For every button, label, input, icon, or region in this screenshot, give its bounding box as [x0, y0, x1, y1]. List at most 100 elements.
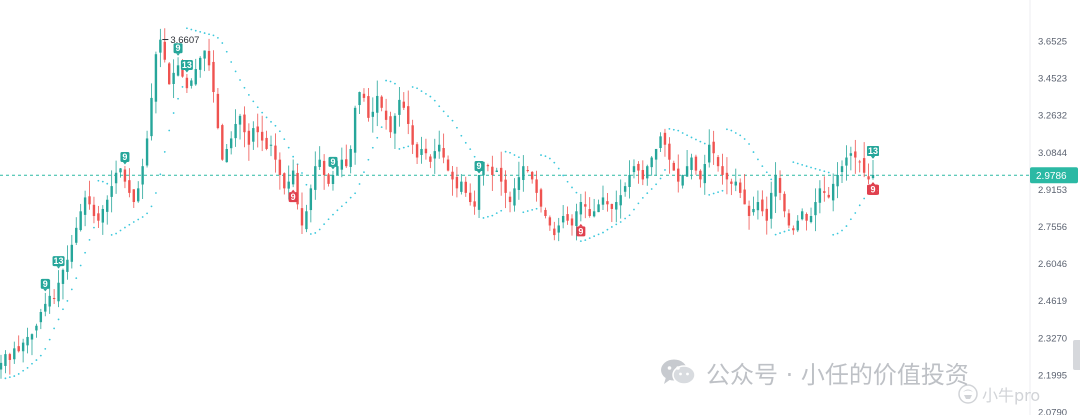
- candle: [827, 186, 830, 199]
- sar-dot: [708, 193, 711, 196]
- sar-dot: [460, 134, 463, 137]
- sar-dot: [734, 132, 737, 134]
- sar-dot: [717, 191, 719, 194]
- candle: [796, 215, 799, 233]
- marker-pointer: [43, 288, 48, 292]
- marker-pointer: [291, 189, 296, 193]
- candle-body: [411, 125, 414, 145]
- sar-dot: [504, 150, 507, 153]
- candle-body: [468, 192, 472, 203]
- candle: [123, 165, 127, 189]
- candle-body: [672, 162, 676, 171]
- candle-body: [743, 189, 746, 205]
- candle: [353, 105, 357, 165]
- high-value-label: 3.6607: [170, 35, 199, 46]
- y-tick-label: 2.0790: [1038, 408, 1067, 415]
- candle: [858, 159, 861, 173]
- candle-body: [455, 176, 459, 189]
- sar-dot: [17, 373, 20, 375]
- td-buy-marker: 13: [867, 146, 879, 159]
- marker-label: 9: [122, 152, 127, 162]
- candle: [252, 121, 255, 150]
- marker-box: [180, 60, 193, 71]
- td-buy-marker: 13: [180, 60, 193, 73]
- y-tick-label: 2.3270: [1038, 333, 1067, 344]
- candle: [198, 56, 202, 78]
- sar-dot: [385, 79, 387, 82]
- candle: [499, 151, 503, 196]
- side-scroll-tab[interactable]: [1073, 340, 1080, 370]
- candle-body: [407, 106, 410, 124]
- candle: [699, 169, 702, 188]
- candle-body: [283, 173, 286, 189]
- candle-body: [278, 159, 282, 175]
- candle-body: [39, 312, 43, 323]
- candle: [840, 160, 844, 183]
- candle-body: [486, 165, 490, 167]
- candle: [278, 152, 282, 190]
- candle-body: [225, 148, 228, 163]
- sar-dot: [8, 376, 11, 379]
- candle-body: [101, 208, 105, 223]
- candle: [597, 199, 600, 213]
- candle: [513, 178, 516, 212]
- sar-dot: [712, 192, 715, 195]
- current-price-label: 2.9786: [1030, 167, 1078, 184]
- candle-body: [380, 96, 383, 108]
- candle: [376, 80, 379, 127]
- sar-dot: [456, 126, 458, 129]
- candle-body: [35, 325, 38, 331]
- candle-body: [44, 303, 47, 312]
- td-markers: 91399139999913991391391399913: [40, 43, 879, 292]
- sar-dot: [703, 142, 706, 145]
- watermark-text: 公众号 · 小任的价值投资: [706, 360, 969, 389]
- sar-dot: [677, 129, 680, 132]
- candle-body: [592, 211, 596, 217]
- sar-dot: [557, 167, 560, 170]
- candle: [393, 113, 397, 149]
- marker-pointer: [477, 170, 482, 174]
- candle-body: [725, 172, 729, 180]
- candle-body: [584, 204, 587, 207]
- marker-box: [328, 156, 338, 167]
- candle: [345, 144, 348, 168]
- candle-body: [362, 93, 366, 98]
- candle: [584, 191, 587, 219]
- candle: [495, 167, 498, 173]
- candle-body: [632, 166, 636, 173]
- candle: [402, 92, 406, 110]
- marker-label: 9: [176, 43, 181, 53]
- candle: [106, 195, 109, 225]
- sar-dot: [53, 327, 56, 330]
- candle-body: [367, 96, 370, 118]
- candle: [260, 115, 264, 152]
- candle-body: [871, 174, 875, 179]
- sar-dot: [827, 171, 830, 174]
- sar-dot: [35, 359, 38, 361]
- candle-body: [867, 176, 870, 180]
- watermark: 公众号 · 小任的价值投资: [660, 354, 969, 390]
- candle: [628, 160, 631, 199]
- candle: [637, 161, 640, 184]
- candle: [314, 151, 317, 200]
- sar-dot: [535, 207, 538, 210]
- sar-dot: [371, 146, 374, 149]
- candle-body: [553, 228, 556, 236]
- candle-body: [110, 186, 113, 197]
- candle: [641, 160, 645, 186]
- sar-dot: [730, 129, 733, 132]
- candle-body: [712, 141, 715, 154]
- candle-body: [291, 170, 295, 185]
- sar-dot: [79, 264, 82, 267]
- candle-body: [79, 211, 82, 231]
- candle: [694, 154, 698, 175]
- marker-pointer: [184, 70, 189, 73]
- candle: [340, 147, 344, 178]
- candle: [128, 168, 131, 198]
- sar-dot: [823, 170, 826, 173]
- candle: [681, 174, 684, 189]
- candle-body: [694, 156, 698, 171]
- candle-body: [548, 217, 552, 226]
- candle-body: [57, 282, 60, 302]
